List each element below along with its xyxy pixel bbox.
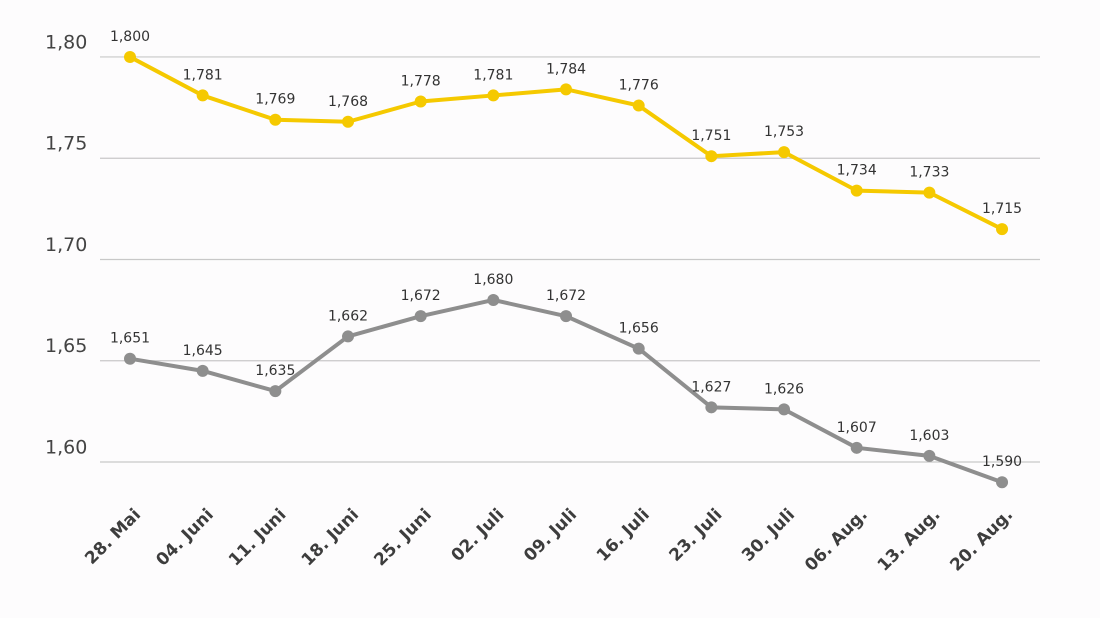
point [996,476,1009,489]
x-tick-label: 28. Mai [81,505,145,569]
value-label: 1,800 [110,29,150,45]
value-label: 1,603 [909,428,949,444]
x-tick-label: 18. Juni [298,505,363,570]
value-label: 1,645 [183,343,223,359]
y-tick-label: 1,75 [45,133,87,155]
x-tick-label: 25. Juni [370,505,435,570]
value-label: 1,590 [982,454,1022,470]
point [705,401,718,414]
value-label: 1,784 [546,61,586,77]
value-label: 1,751 [691,128,731,144]
point [196,89,209,102]
point [632,342,645,355]
value-label: 1,769 [255,92,295,108]
point [196,364,209,377]
point [996,223,1009,236]
point [124,352,136,365]
y-tick-label: 1,65 [45,335,87,357]
x-tick-label: 02. Juli [448,505,509,566]
value-label: 1,781 [183,67,223,83]
x-tick-label: 06. Aug. [801,505,872,576]
value-label: 1,680 [473,272,513,288]
value-label: 1,626 [764,381,804,397]
point [632,99,645,112]
point [850,184,863,197]
point [778,403,791,416]
x-tick-label: 16. Juli [593,505,654,566]
x-tick-label: 20. Aug. [946,505,1017,576]
x-tick-label: 11. Juni [225,505,290,570]
value-label: 1,607 [837,420,877,436]
value-label: 1,778 [401,74,441,90]
value-label: 1,715 [982,201,1022,217]
x-tick-label: 13. Aug. [874,505,945,576]
series-line [129,55,1003,231]
value-label: 1,733 [909,165,949,181]
point [923,186,936,199]
point [923,449,936,462]
point [342,115,355,128]
x-tick-label: 09. Juli [520,505,581,566]
y-tick-label: 1,60 [45,436,87,458]
value-label: 1,768 [328,94,368,110]
point [269,385,282,398]
value-label: 1,781 [473,67,513,83]
point [560,83,573,96]
point [487,293,500,306]
point [705,150,718,163]
point [342,330,355,343]
point [414,310,427,323]
point [850,441,863,454]
point [560,310,573,323]
x-tick-label: 30. Juli [738,505,799,566]
point [269,113,282,126]
value-label: 1,672 [401,288,441,304]
point [414,95,427,108]
value-label: 1,662 [328,308,368,324]
value-label: 1,672 [546,288,586,304]
y-tick-label: 1,70 [45,234,87,256]
value-label: 1,635 [255,363,295,379]
value-label: 1,627 [691,379,731,395]
value-label: 1,651 [110,331,150,347]
y-tick-label: 1,80 [45,31,87,53]
x-tick-label: 04. Juni [152,505,217,570]
series-line [129,297,1003,485]
point [487,89,500,102]
value-label: 1,776 [619,78,659,94]
point [124,50,136,63]
value-label: 1,656 [619,321,659,337]
point [778,146,791,159]
value-label: 1,734 [837,163,877,179]
value-label: 1,753 [764,124,804,140]
x-tick-label: 23. Juli [666,505,727,566]
